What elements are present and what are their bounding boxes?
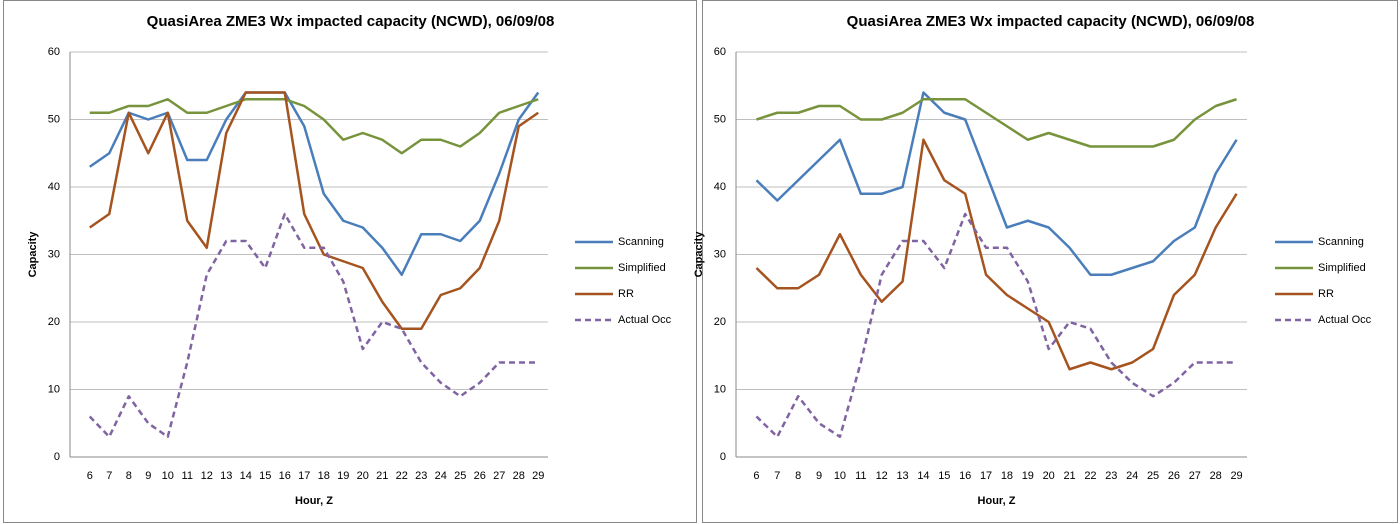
- x-tick-label: 19: [337, 470, 349, 482]
- x-tick-label: 15: [938, 470, 950, 482]
- x-tick-label: 24: [435, 470, 447, 482]
- x-tick-label: 8: [126, 470, 132, 482]
- chart-frame: [702, 0, 1398, 523]
- x-tick-label: 26: [1168, 470, 1180, 482]
- x-tick-label: 22: [1084, 470, 1096, 482]
- y-axis-title: Capacity: [27, 231, 39, 278]
- x-tick-label: 15: [259, 470, 271, 482]
- y-tick-label: 40: [714, 181, 726, 193]
- y-tick-label: 60: [714, 46, 726, 58]
- series-line: [756, 98, 1237, 148]
- series-line: [88, 212, 539, 438]
- legend-label: RR: [1318, 288, 1334, 300]
- x-tick-label: 20: [1043, 470, 1055, 482]
- x-tick-label: 26: [474, 470, 486, 482]
- x-tick-label: 7: [106, 470, 112, 482]
- series-line: [89, 98, 539, 155]
- series-line: [755, 138, 1238, 371]
- chart-frame: [3, 0, 697, 523]
- x-tick-label: 14: [240, 470, 252, 482]
- series-line: [755, 212, 1237, 438]
- x-tick-label: 21: [1063, 470, 1075, 482]
- x-tick-label: 20: [357, 470, 369, 482]
- chart-title: QuasiArea ZME3 Wx impacted capacity (NCW…: [847, 13, 1255, 30]
- legend-label: Actual Occ: [618, 314, 672, 326]
- y-tick-label: 20: [714, 316, 726, 328]
- x-tick-label: 6: [753, 470, 759, 482]
- x-axis-title: Hour, Z: [295, 495, 333, 507]
- x-tick-label: 27: [1189, 470, 1201, 482]
- legend-label: Actual Occ: [1318, 314, 1372, 326]
- x-axis-title: Hour, Z: [978, 495, 1016, 507]
- x-tick-label: 12: [201, 470, 213, 482]
- y-tick-label: 10: [48, 383, 60, 395]
- x-tick-label: 10: [834, 470, 846, 482]
- x-tick-label: 28: [513, 470, 525, 482]
- legend-label: Scanning: [1318, 236, 1364, 248]
- x-tick-label: 23: [1105, 470, 1117, 482]
- y-tick-label: 50: [714, 113, 726, 125]
- y-tick-label: 60: [48, 46, 60, 58]
- x-tick-label: 29: [1230, 470, 1242, 482]
- x-tick-label: 6: [87, 470, 93, 482]
- x-tick-label: 16: [279, 470, 291, 482]
- x-tick-label: 21: [376, 470, 388, 482]
- legend-label: Scanning: [618, 236, 664, 248]
- x-tick-label: 28: [1210, 470, 1222, 482]
- x-tick-label: 9: [816, 470, 822, 482]
- y-tick-label: 40: [48, 181, 60, 193]
- y-tick-label: 30: [48, 248, 60, 260]
- x-tick-label: 18: [1001, 470, 1013, 482]
- series-line: [89, 91, 539, 330]
- x-tick-label: 17: [980, 470, 992, 482]
- x-tick-label: 18: [318, 470, 330, 482]
- x-tick-label: 9: [145, 470, 151, 482]
- x-tick-label: 22: [396, 470, 408, 482]
- legend-label: Simplified: [618, 262, 666, 274]
- x-tick-label: 19: [1022, 470, 1034, 482]
- x-tick-label: 13: [220, 470, 232, 482]
- y-axis-title: Capacity: [693, 231, 705, 278]
- x-tick-label: 25: [1147, 470, 1159, 482]
- x-tick-label: 25: [454, 470, 466, 482]
- y-tick-label: 30: [714, 248, 726, 260]
- x-tick-label: 13: [896, 470, 908, 482]
- series-line: [755, 91, 1238, 276]
- x-tick-label: 10: [162, 470, 174, 482]
- series-line: [89, 91, 540, 276]
- chart-title: QuasiArea ZME3 Wx impacted capacity (NCW…: [147, 13, 555, 30]
- x-tick-label: 7: [774, 470, 780, 482]
- x-tick-label: 17: [298, 470, 310, 482]
- x-tick-label: 27: [493, 470, 505, 482]
- y-tick-label: 50: [48, 113, 60, 125]
- x-tick-label: 24: [1126, 470, 1138, 482]
- x-tick-label: 8: [795, 470, 801, 482]
- x-tick-label: 11: [855, 470, 866, 482]
- x-tick-label: 12: [876, 470, 888, 482]
- x-tick-label: 23: [415, 470, 427, 482]
- x-tick-label: 16: [959, 470, 971, 482]
- legend-label: RR: [618, 288, 634, 300]
- legend-label: Simplified: [1318, 262, 1366, 274]
- x-tick-label: 29: [532, 470, 544, 482]
- x-tick-label: 11: [182, 470, 193, 482]
- x-tick-label: 14: [917, 470, 929, 482]
- y-tick-label: 20: [48, 316, 60, 328]
- y-tick-label: 0: [720, 451, 726, 463]
- y-tick-label: 0: [54, 451, 60, 463]
- y-tick-label: 10: [714, 383, 726, 395]
